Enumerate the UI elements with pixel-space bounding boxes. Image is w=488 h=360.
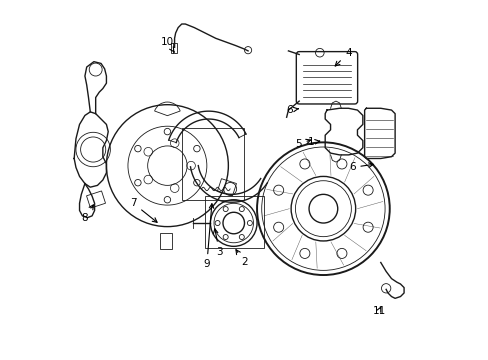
Bar	[159, 233, 172, 249]
Bar	[182, 128, 244, 200]
Text: 7: 7	[130, 198, 157, 222]
Bar	[86, 191, 105, 208]
Bar	[204, 196, 264, 248]
Bar	[217, 179, 236, 196]
Text: 8: 8	[81, 205, 93, 222]
Bar	[171, 42, 177, 53]
Text: 2: 2	[236, 250, 247, 267]
Text: 6: 6	[348, 162, 372, 172]
Text: 5: 5	[294, 139, 310, 149]
Text: 10: 10	[161, 37, 174, 52]
Text: 9: 9	[203, 204, 213, 269]
Text: 11: 11	[371, 306, 385, 316]
Text: 1: 1	[307, 138, 319, 147]
Text: 4: 4	[334, 48, 351, 66]
Text: 6: 6	[285, 105, 298, 115]
Text: 3: 3	[213, 229, 222, 257]
